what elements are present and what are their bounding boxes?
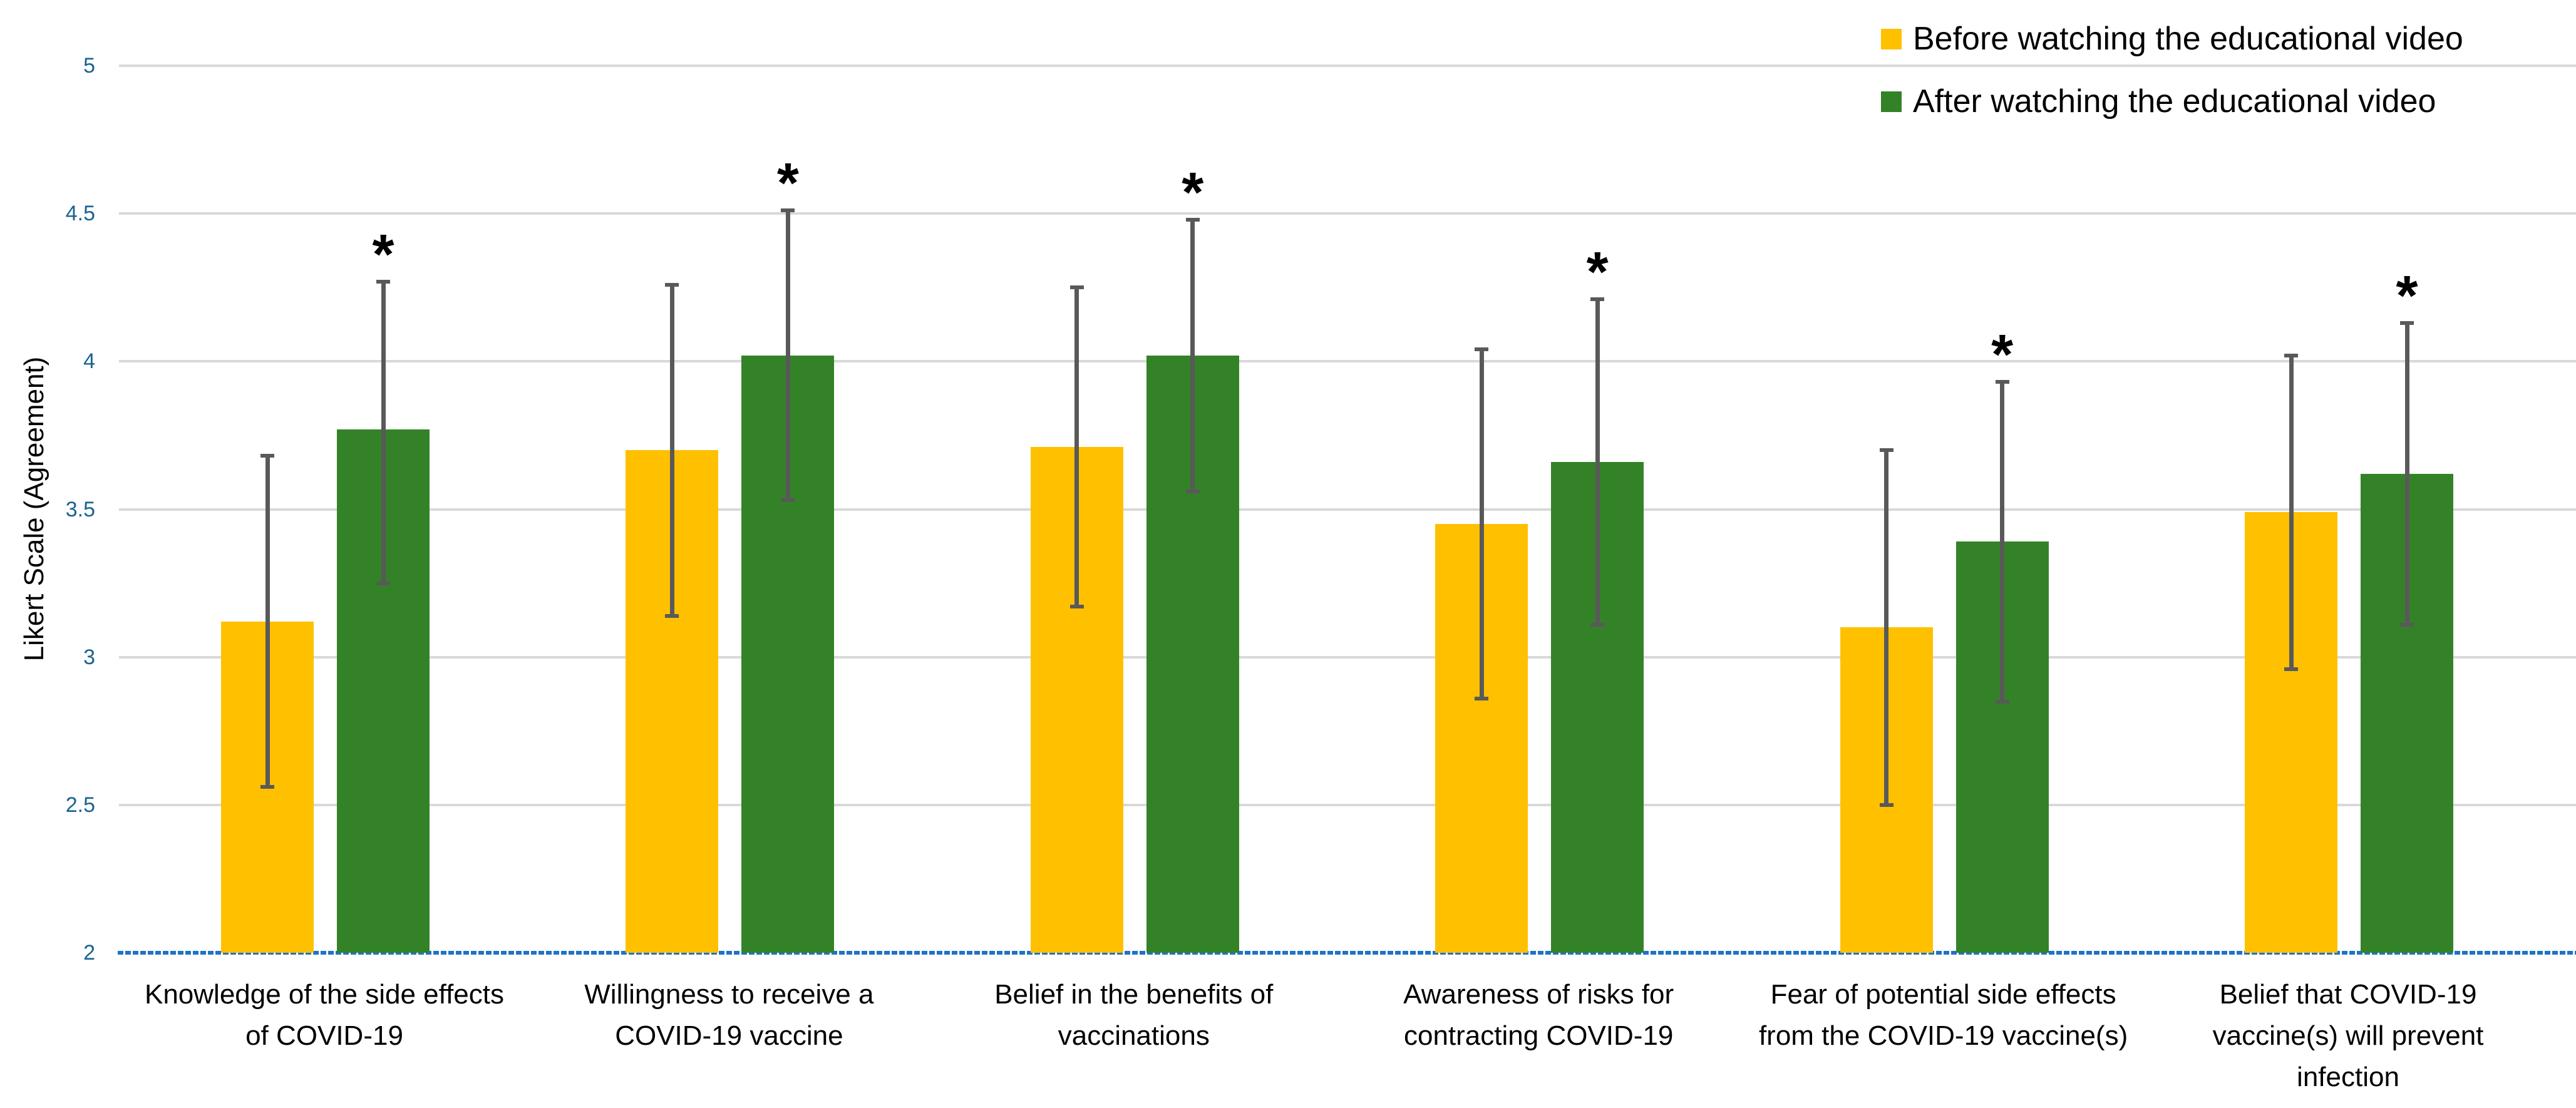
error-bar-bottom-cap-after-0 xyxy=(376,581,390,585)
error-bar-bottom-cap-before-4 xyxy=(1879,803,1893,807)
category-label-0-line-1: of COVID-19 xyxy=(245,1020,403,1051)
legend-item-before: Before watching the educational video xyxy=(1881,21,2463,57)
error-bar-line-before-2 xyxy=(1074,287,1079,607)
category-label-1: Willingness to receive a COVID-19 vaccine xyxy=(522,974,935,1057)
gridline-2.5 xyxy=(119,803,2576,806)
error-bar-bottom-cap-before-2 xyxy=(1069,605,1084,609)
x-axis-line xyxy=(118,951,2576,955)
error-bar-bottom-cap-after-1 xyxy=(781,498,795,503)
error-bar-top-cap-before-4 xyxy=(1879,448,1893,453)
legend: Before watching the educational video Af… xyxy=(1881,21,2463,150)
error-bar-top-cap-after-2 xyxy=(1185,217,1200,222)
error-bar-line-after-4 xyxy=(2000,382,2005,702)
error-bar-bottom-cap-before-3 xyxy=(1475,696,1489,700)
category-label-1-line-0: Willingness to receive a xyxy=(584,979,874,1010)
error-bar-bottom-cap-before-5 xyxy=(2284,667,2298,671)
category-label-0: Knowledge of the side effects of COVID-19 xyxy=(118,974,531,1057)
significance-asterisk-4: * xyxy=(1991,324,2014,387)
category-label-4-line-1: from the COVID-19 vaccine(s) xyxy=(1758,1020,2128,1051)
category-label-1-line-1: COVID-19 vaccine xyxy=(615,1020,843,1051)
error-bar-top-cap-after-5 xyxy=(2400,321,2414,325)
category-label-2: Belief in the benefits of vaccinations xyxy=(927,974,1341,1057)
category-label-5-line-2: infection xyxy=(2297,1062,2399,1092)
category-label-2-line-0: Belief in the benefits of xyxy=(994,979,1274,1010)
category-label-2-line-1: vaccinations xyxy=(1058,1020,1210,1051)
category-label-4-line-0: Fear of potential side effects xyxy=(1770,979,2116,1010)
legend-swatch-before-icon xyxy=(1881,28,1902,49)
legend-swatch-after-icon xyxy=(1881,91,1902,112)
error-bar-line-after-3 xyxy=(1595,299,1600,625)
error-bar-top-cap-after-3 xyxy=(1590,297,1605,302)
gridline-4 xyxy=(119,360,2576,363)
error-bar-top-cap-before-1 xyxy=(665,282,679,287)
y-axis-tick-2: 2 xyxy=(83,941,95,965)
significance-asterisk-1: * xyxy=(776,152,799,215)
error-bar-bottom-cap-after-3 xyxy=(1590,622,1605,627)
error-bar-line-after-1 xyxy=(785,210,790,501)
y-axis-tick-4.5: 4.5 xyxy=(65,202,95,226)
y-axis-tick-5: 5 xyxy=(83,54,95,78)
category-label-5: Belief that COVID-19 vaccine(s) will prev… xyxy=(2141,974,2555,1098)
error-bar-bottom-cap-before-1 xyxy=(665,613,679,618)
legend-item-after: After watching the educational video xyxy=(1881,83,2463,120)
error-bar-bottom-cap-after-2 xyxy=(1185,490,1200,494)
significance-asterisk-0: * xyxy=(372,223,394,286)
error-bar-line-before-5 xyxy=(2289,355,2294,669)
error-bar-top-cap-after-0 xyxy=(376,279,390,284)
category-label-3-line-0: Awareness of risks for xyxy=(1403,979,1674,1010)
error-bar-top-cap-after-4 xyxy=(1995,380,2009,384)
y-axis-tick-3: 3 xyxy=(83,645,95,669)
category-label-5-line-1: vaccine(s) will prevent xyxy=(2212,1020,2484,1051)
error-bar-line-after-2 xyxy=(1190,219,1195,492)
error-bar-line-before-3 xyxy=(1479,349,1484,699)
gridline-3.5 xyxy=(119,508,2576,511)
significance-asterisk-2: * xyxy=(1182,161,1204,224)
error-bar-line-before-1 xyxy=(669,284,674,616)
error-bar-top-cap-after-1 xyxy=(781,208,795,213)
gridline-3 xyxy=(119,655,2576,659)
error-bar-line-after-0 xyxy=(381,281,386,583)
error-bar-line-before-4 xyxy=(1884,450,1889,805)
gridline-4.5 xyxy=(119,212,2576,215)
y-axis-tick-4: 4 xyxy=(83,349,95,374)
category-label-4: Fear of potential side effects from the C… xyxy=(1737,974,2150,1057)
error-bar-top-cap-before-2 xyxy=(1069,285,1084,290)
error-bar-bottom-cap-after-5 xyxy=(2400,622,2414,627)
error-bar-top-cap-before-5 xyxy=(2284,353,2298,357)
error-bar-bottom-cap-after-4 xyxy=(1995,699,2009,704)
error-bar-line-before-0 xyxy=(265,456,270,787)
error-bar-line-after-5 xyxy=(2404,322,2409,625)
category-label-3: Awareness of risks for contracting COVID-… xyxy=(1332,974,1745,1057)
y-axis-tick-3.5: 3.5 xyxy=(65,497,95,521)
error-bar-top-cap-before-3 xyxy=(1475,347,1489,352)
category-label-3-line-1: contracting COVID-19 xyxy=(1403,1020,1674,1051)
significance-asterisk-3: * xyxy=(1586,241,1609,304)
category-label-0-line-0: Knowledge of the side effects xyxy=(144,979,505,1010)
category-label-5-line-0: Belief that COVID-19 xyxy=(2219,979,2477,1010)
legend-label-before: Before watching the educational video xyxy=(1913,21,2463,57)
significance-asterisk-5: * xyxy=(2396,264,2418,327)
gridline-5 xyxy=(119,64,2576,67)
error-bar-top-cap-before-0 xyxy=(260,454,274,458)
y-axis-tick-2.5: 2.5 xyxy=(65,793,95,817)
error-bar-bottom-cap-before-0 xyxy=(260,785,274,789)
legend-label-after: After watching the educational video xyxy=(1913,83,2436,120)
